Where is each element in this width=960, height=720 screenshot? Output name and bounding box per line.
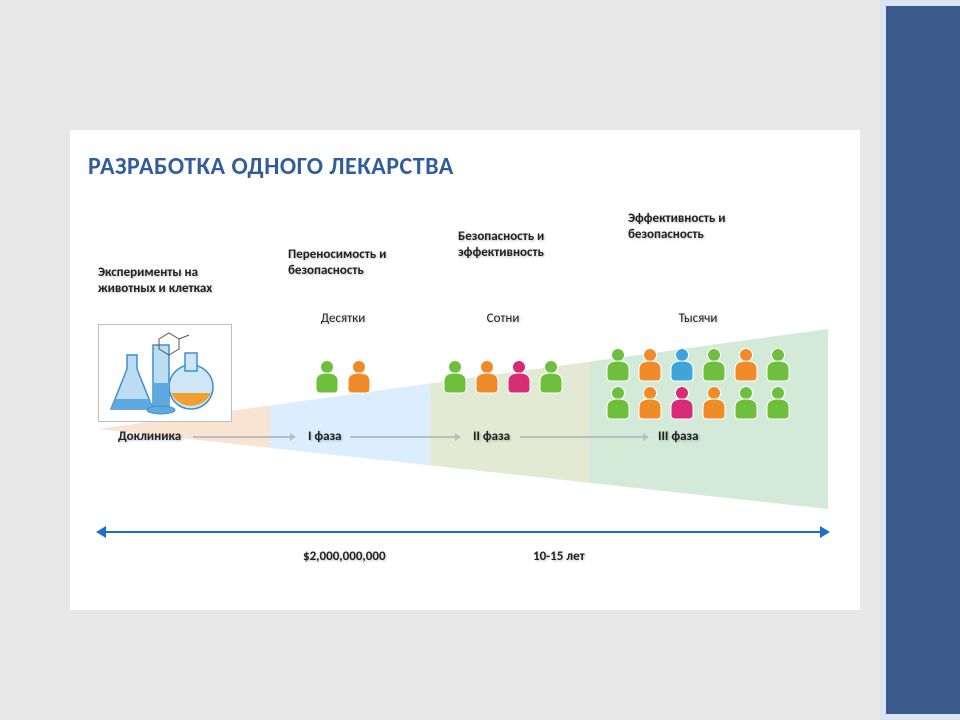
person-icon: [635, 385, 665, 421]
person-icon: [731, 385, 761, 421]
sidebar-accent: [880, 0, 960, 720]
phase-connector: [193, 436, 295, 438]
slide: РАЗРАБОТКА ОДНОГО ЛЕКАРСТВА Эксперименты…: [70, 130, 860, 610]
slide-title: РАЗРАБОТКА ОДНОГО ЛЕКАРСТВА: [88, 152, 842, 181]
person-icon: [472, 359, 502, 395]
phase-connector: [520, 436, 648, 438]
person-icon: [312, 359, 342, 395]
desc-phase2: Безопасность и эффективность: [458, 229, 598, 260]
flask-icon: [98, 324, 232, 422]
phase-connector: [350, 436, 460, 438]
person-icon: [603, 385, 633, 421]
people-phase1: [310, 359, 376, 395]
desc-preclinical: Эксперименты на животных и клетках: [98, 265, 238, 296]
timeline-cost: $2,000,000,000: [303, 549, 386, 564]
person-icon: [763, 385, 793, 421]
person-icon: [699, 347, 729, 383]
desc-phase1: Переносимость и безопасность: [288, 247, 428, 278]
timeline-duration: 10-15 лет: [533, 549, 585, 564]
desc-phase3: Эффективность и безопасность: [628, 211, 768, 242]
drug-development-diagram: Эксперименты на животных и клетках Перен…: [88, 189, 842, 589]
people-phase3: [598, 347, 798, 421]
person-icon: [536, 359, 566, 395]
person-icon: [731, 347, 761, 383]
people-phase2: [438, 359, 568, 395]
timeline-arrow: [98, 531, 828, 533]
phase-label-3: III фаза: [658, 429, 758, 444]
person-icon: [504, 359, 534, 395]
person-icon: [344, 359, 374, 395]
person-icon: [763, 347, 793, 383]
person-icon: [667, 385, 697, 421]
person-icon: [699, 385, 729, 421]
person-icon: [603, 347, 633, 383]
person-icon: [635, 347, 665, 383]
person-icon: [667, 347, 697, 383]
count-phase3: Тысячи: [648, 311, 748, 326]
person-icon: [440, 359, 470, 395]
count-phase1: Десятки: [293, 311, 393, 326]
count-phase2: Сотни: [453, 311, 553, 326]
